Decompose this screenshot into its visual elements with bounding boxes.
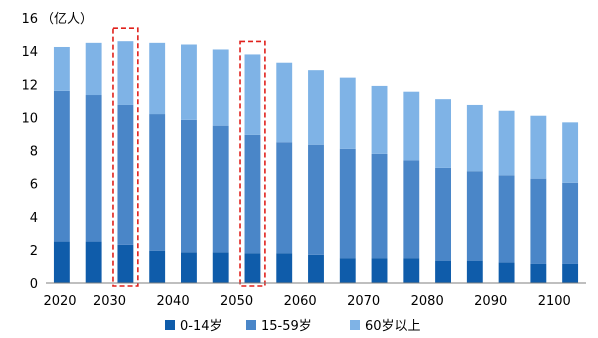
bars [53, 41, 579, 283]
bar-segment [181, 252, 197, 283]
bar-segment [530, 115, 547, 179]
bar-segment [435, 260, 451, 283]
bar-segment [276, 253, 293, 283]
x-tick-label: 2080 [411, 294, 444, 309]
x-tick-label: 2020 [43, 294, 76, 309]
bar-segment [466, 171, 483, 261]
y-tick-label: 10 [21, 111, 38, 126]
bar-segment [85, 241, 102, 283]
y-unit-label: （亿人） [41, 12, 93, 27]
bar-segment [276, 142, 293, 254]
bar-segment [435, 99, 451, 168]
bar-segment [371, 153, 388, 259]
y-tick-label: 8 [30, 145, 38, 160]
legend-swatch [165, 320, 175, 330]
bar-segment [85, 42, 102, 96]
y-axis-tick-labels: 0 2 4 6 8 10 12 14 16 [21, 12, 38, 292]
x-tick-label: 2100 [538, 294, 571, 309]
y-tick-label: 14 [21, 45, 38, 60]
y-tick-label: 2 [30, 244, 38, 259]
bar-segment [562, 122, 579, 183]
bar-segment [244, 134, 261, 254]
x-tick-label: 2060 [284, 294, 317, 309]
bar-segment [181, 44, 197, 120]
bar-segment [149, 250, 166, 283]
y-tick-label: 12 [21, 78, 38, 93]
legend-swatch [350, 320, 360, 330]
bar-segment [117, 104, 134, 245]
bar-segment [149, 114, 166, 251]
x-tick-label: 2040 [157, 294, 190, 309]
bar-segment [530, 263, 547, 283]
bar-segment [308, 254, 324, 283]
bar-segment [308, 144, 324, 255]
bar-segment [403, 258, 420, 283]
bar-segment [498, 110, 515, 176]
highlight-boxes [112, 27, 266, 287]
y-tick-label: 4 [30, 211, 38, 226]
x-tick-label: 2070 [347, 294, 380, 309]
x-axis-tick-labels: 2020 2030 2040 2050 2060 2070 2080 2090 2100 [43, 294, 570, 309]
bar-segment [403, 91, 420, 161]
bar-segment [562, 263, 579, 283]
bar-segment [371, 85, 388, 154]
bar-segment [53, 46, 70, 91]
bar-segment [276, 62, 293, 143]
bar-segment [562, 182, 579, 264]
bar-segment [403, 160, 420, 259]
x-tick-label: 2090 [474, 294, 507, 309]
bar-segment [244, 253, 261, 283]
bar-segment [530, 178, 547, 264]
bar-segment [212, 125, 229, 253]
legend-label: 60岁以上 [365, 319, 421, 334]
bar-segment [466, 104, 483, 172]
bar-segment [117, 244, 134, 283]
bar-segment [466, 260, 483, 283]
bar-segment [308, 70, 324, 145]
bar-segment [181, 119, 197, 253]
bar-segment [53, 241, 70, 283]
bar-segment [498, 175, 515, 263]
bar-segment [244, 54, 261, 135]
bar-segment [339, 258, 356, 283]
y-tick-label: 0 [30, 277, 38, 292]
bar-segment [212, 49, 229, 126]
bar-segment [53, 90, 70, 242]
bar-segment [85, 95, 102, 242]
x-tick-label: 2050 [220, 294, 253, 309]
y-tick-label: 6 [30, 178, 38, 193]
legend-label: 15-59岁 [261, 319, 312, 334]
bar-segment [371, 258, 388, 283]
bar-segment [498, 262, 515, 283]
y-tick-label: 16 [21, 12, 38, 27]
x-tick-label: 2030 [93, 294, 126, 309]
bar-segment [339, 77, 356, 149]
bar-segment [435, 167, 451, 261]
legend-label: 0-14岁 [180, 319, 223, 334]
legend: 0-14岁 15-59岁 60岁以上 [165, 319, 421, 334]
bar-segment [117, 41, 134, 105]
highlight-box [239, 40, 266, 287]
bar-segment [339, 148, 356, 259]
bar-segment [149, 42, 166, 115]
bar-segment [212, 252, 229, 283]
highlight-box [112, 27, 139, 287]
legend-swatch [246, 320, 256, 330]
